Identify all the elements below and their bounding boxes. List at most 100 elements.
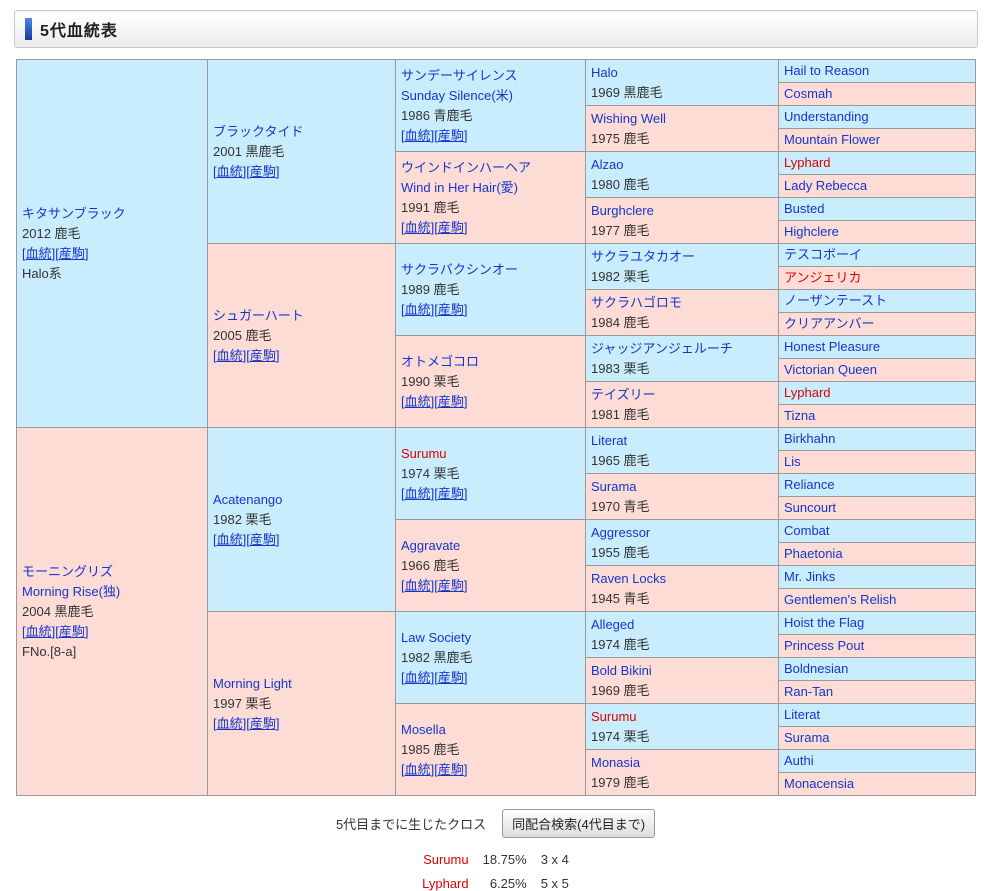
offspring-link[interactable]: 産駒 [249,531,276,547]
horse-name-link[interactable]: Monasia [591,754,641,770]
horse-name-link[interactable]: Alzao [591,156,624,172]
blood-link[interactable]: 血統 [404,393,431,409]
horse-name-en-link[interactable]: Sunday Silence(米) [401,87,513,103]
offspring-link[interactable]: 産駒 [249,347,276,363]
horse-name-link[interactable]: Lady Rebecca [784,178,868,193]
horse-name-link[interactable]: Acatenango [213,491,283,507]
offspring-link[interactable]: 産駒 [437,301,464,317]
horse-name-link[interactable]: Monacensia [784,776,855,791]
horse-name-link[interactable]: Reliance [784,477,835,492]
horse-name-link[interactable]: オトメゴコロ [401,353,480,369]
blood-link[interactable]: 血統 [216,347,243,363]
horse-name-link[interactable]: Honest Pleasure [784,339,881,354]
offspring-link[interactable]: 産駒 [437,577,464,593]
offspring-link[interactable]: 産駒 [58,245,85,261]
horse-name-link[interactable]: Tizna [784,408,816,423]
offspring-link[interactable]: 産駒 [437,669,464,685]
offspring-link[interactable]: 産駒 [249,163,276,179]
horse-name-link[interactable]: Victorian Queen [784,362,877,377]
blood-link[interactable]: 血統 [404,761,431,777]
blood-link[interactable]: 血統 [404,485,431,501]
horse-name-link[interactable]: ウインドインハーヘア [401,159,532,175]
horse-name-link[interactable]: Morning Light [213,675,292,691]
horse-name-link[interactable]: サンデーサイレンス [401,67,518,83]
blood-link[interactable]: 血統 [404,301,431,317]
horse-name-link[interactable]: Surama [784,730,830,745]
horse-name-link[interactable]: サクラバクシンオー [401,261,518,277]
horse-name-link[interactable]: Lyphard [784,385,831,400]
cross-label: 5代目までに生じたクロス [335,817,487,832]
horse-name-link[interactable]: Alleged [591,616,635,632]
horse-name-link[interactable]: Birkhahn [784,431,836,446]
horse-name-link[interactable]: Burghclere [591,202,654,218]
horse-name-link[interactable]: Surama [591,478,637,494]
blood-link[interactable]: 血統 [25,623,52,639]
horse-name-link[interactable]: Bold Bikini [591,662,652,678]
horse-name-link[interactable]: シュガーハート [213,307,304,323]
blood-link[interactable]: 血統 [216,531,243,547]
horse-name-link[interactable]: Hail to Reason [784,63,870,78]
horse-name-link[interactable]: Law Society [401,629,472,645]
horse-year-coat: 1986 青鹿毛 [401,107,473,123]
offspring-link[interactable]: 産駒 [437,219,464,235]
blood-link[interactable]: 血統 [404,669,431,685]
cross-horse-name-link[interactable]: Lyphard [422,876,469,891]
blood-link[interactable]: 血統 [216,163,243,179]
horse-name-link[interactable]: Mr. Jinks [784,569,836,584]
horse-name-link[interactable]: Mosella [401,721,446,737]
horse-name-link[interactable]: Busted [784,201,825,216]
blood-link[interactable]: 血統 [404,127,431,143]
horse-year-coat: 1991 鹿毛 [401,199,460,215]
horse-name-link[interactable]: Boldnesian [784,661,849,676]
offspring-link[interactable]: 産駒 [249,715,276,731]
horse-name-link[interactable]: キタサンブラック [22,205,126,221]
horse-name-link[interactable]: ブラックタイド [213,123,304,139]
horse-name-link[interactable]: Suncourt [784,500,837,515]
horse-name-link[interactable]: Aggressor [591,524,651,540]
horse-name-link[interactable]: Combat [784,523,830,538]
offspring-link[interactable]: 産駒 [437,127,464,143]
horse-name-link[interactable]: Hoist the Flag [784,615,865,630]
horse-name-link[interactable]: ジャッジアンジェルーチ [591,340,733,356]
blood-link[interactable]: 血統 [404,577,431,593]
horse-name-link[interactable]: Lyphard [784,155,831,170]
horse-name-link[interactable]: サクラユタカオー [591,248,696,264]
horse-name-link[interactable]: アンジェリカ [784,270,862,285]
horse-name-en-link[interactable]: Wind in Her Hair(愛) [401,179,519,195]
blood-link[interactable]: 血統 [216,715,243,731]
horse-name-link[interactable]: テスコボーイ [784,247,863,262]
horse-name-link[interactable]: テイズリー [591,386,656,402]
same-mating-search-button[interactable]: 同配合検索(4代目まで) [502,809,656,838]
horse-name-en-link[interactable]: Morning Rise(独) [22,583,121,599]
horse-name-link[interactable]: Raven Locks [591,570,667,586]
cross-horse-name-link[interactable]: Surumu [423,852,469,867]
horse-name-link[interactable]: クリアアンバー [784,316,875,331]
offspring-link[interactable]: 産駒 [437,761,464,777]
horse-name-link[interactable]: Phaetonia [784,546,843,561]
offspring-link[interactable]: 産駒 [58,623,85,639]
horse-name-link[interactable]: Understanding [784,109,869,124]
horse-name-link[interactable]: サクラハゴロモ [591,294,682,310]
horse-name-link[interactable]: Authi [784,753,814,768]
blood-link[interactable]: 血統 [404,219,431,235]
horse-name-link[interactable]: ノーザンテースト [784,293,888,308]
horse-name-link[interactable]: Highclere [784,224,839,239]
horse-name-link[interactable]: Aggravate [401,537,461,553]
horse-name-link[interactable]: Lis [784,454,801,469]
horse-name-link[interactable]: Literat [591,432,628,448]
horse-name-link[interactable]: Surumu [401,445,447,461]
blood-link[interactable]: 血統 [25,245,52,261]
offspring-link[interactable]: 産駒 [437,393,464,409]
horse-name-link[interactable]: Ran-Tan [784,684,834,699]
horse-name-link[interactable]: Halo [591,64,618,80]
horse-name-link[interactable]: モーニングリズ [22,563,114,579]
section-header: 5代血統表 [14,10,978,48]
offspring-link[interactable]: 産駒 [437,485,464,501]
horse-name-link[interactable]: Literat [784,707,821,722]
horse-name-link[interactable]: Wishing Well [591,110,666,126]
horse-name-link[interactable]: Princess Pout [784,638,865,653]
horse-name-link[interactable]: Mountain Flower [784,132,881,147]
horse-name-link[interactable]: Cosmah [784,86,833,101]
horse-name-link[interactable]: Gentlemen's Relish [784,592,897,607]
horse-name-link[interactable]: Surumu [591,708,637,724]
